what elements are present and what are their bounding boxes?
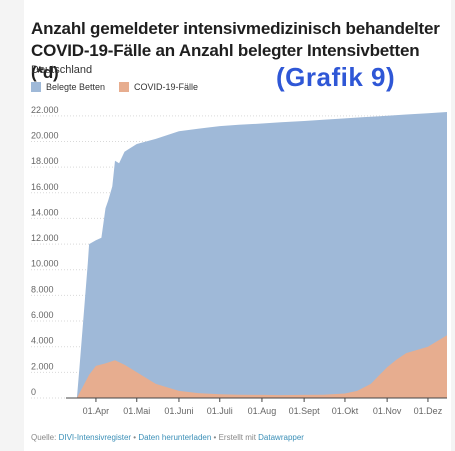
separator: • xyxy=(213,433,217,442)
y-tick-label: 20.000 xyxy=(31,130,59,140)
chart-title: Anzahl gemeldeter intensivmedizinisch be… xyxy=(31,19,440,82)
legend-item-covid: COVID-19-Fälle xyxy=(119,82,198,92)
y-tick-label: 16.000 xyxy=(31,182,59,192)
source-line: Quelle: DIVI-Intensivregister • Daten he… xyxy=(31,433,304,442)
x-tick-label: 01.Nov xyxy=(373,406,402,416)
y-tick-label: 10.000 xyxy=(31,259,59,269)
x-tick-label: 01.Sept xyxy=(289,406,321,416)
separator: • xyxy=(133,433,137,442)
x-tick-label: 01.Dez xyxy=(414,406,443,416)
y-tick-label: 0 xyxy=(31,387,36,397)
created-prefix: Erstellt mit xyxy=(218,433,256,442)
legend-item-beds: Belegte Betten xyxy=(31,82,105,92)
datawrapper-link[interactable]: Datawrapper xyxy=(258,433,304,442)
y-tick-label: 22.000 xyxy=(31,105,59,115)
y-tick-label: 8.000 xyxy=(31,284,54,294)
legend-label-beds: Belegte Betten xyxy=(46,82,106,92)
x-tick-label: 01.Aug xyxy=(248,406,277,416)
x-tick-label: 01.Apr xyxy=(83,406,110,416)
chart-subtitle: Deutschland xyxy=(31,64,93,76)
figure-badge: (Grafik 9) xyxy=(276,62,396,92)
legend: Belegte Betten COVID-19-Fälle xyxy=(31,82,212,92)
y-tick-label: 4.000 xyxy=(31,336,54,346)
x-tick-label: 01.Okt xyxy=(332,406,359,416)
right-gutter xyxy=(451,0,455,451)
x-tick-label: 01.Juni xyxy=(164,406,193,416)
series-area-beds xyxy=(66,112,447,398)
series-area-covid xyxy=(66,335,447,398)
y-tick-label: 6.000 xyxy=(31,310,54,320)
x-tick-label: 01.Mai xyxy=(123,406,150,416)
y-tick-label: 14.000 xyxy=(31,207,59,217)
y-tick-label: 2.000 xyxy=(31,361,54,371)
source-link[interactable]: DIVI-Intensivregister xyxy=(58,433,132,442)
source-prefix: Quelle: xyxy=(31,433,57,442)
left-gutter xyxy=(0,0,24,451)
legend-label-covid: COVID-19-Fälle xyxy=(134,82,199,92)
download-link[interactable]: Daten herunterladen xyxy=(138,433,212,442)
legend-swatch-beds xyxy=(31,82,41,92)
y-tick-label: 18.000 xyxy=(31,156,59,166)
y-tick-label: 12.000 xyxy=(31,233,59,243)
x-tick-label: 01.Juli xyxy=(207,406,233,416)
legend-swatch-covid xyxy=(119,82,130,92)
